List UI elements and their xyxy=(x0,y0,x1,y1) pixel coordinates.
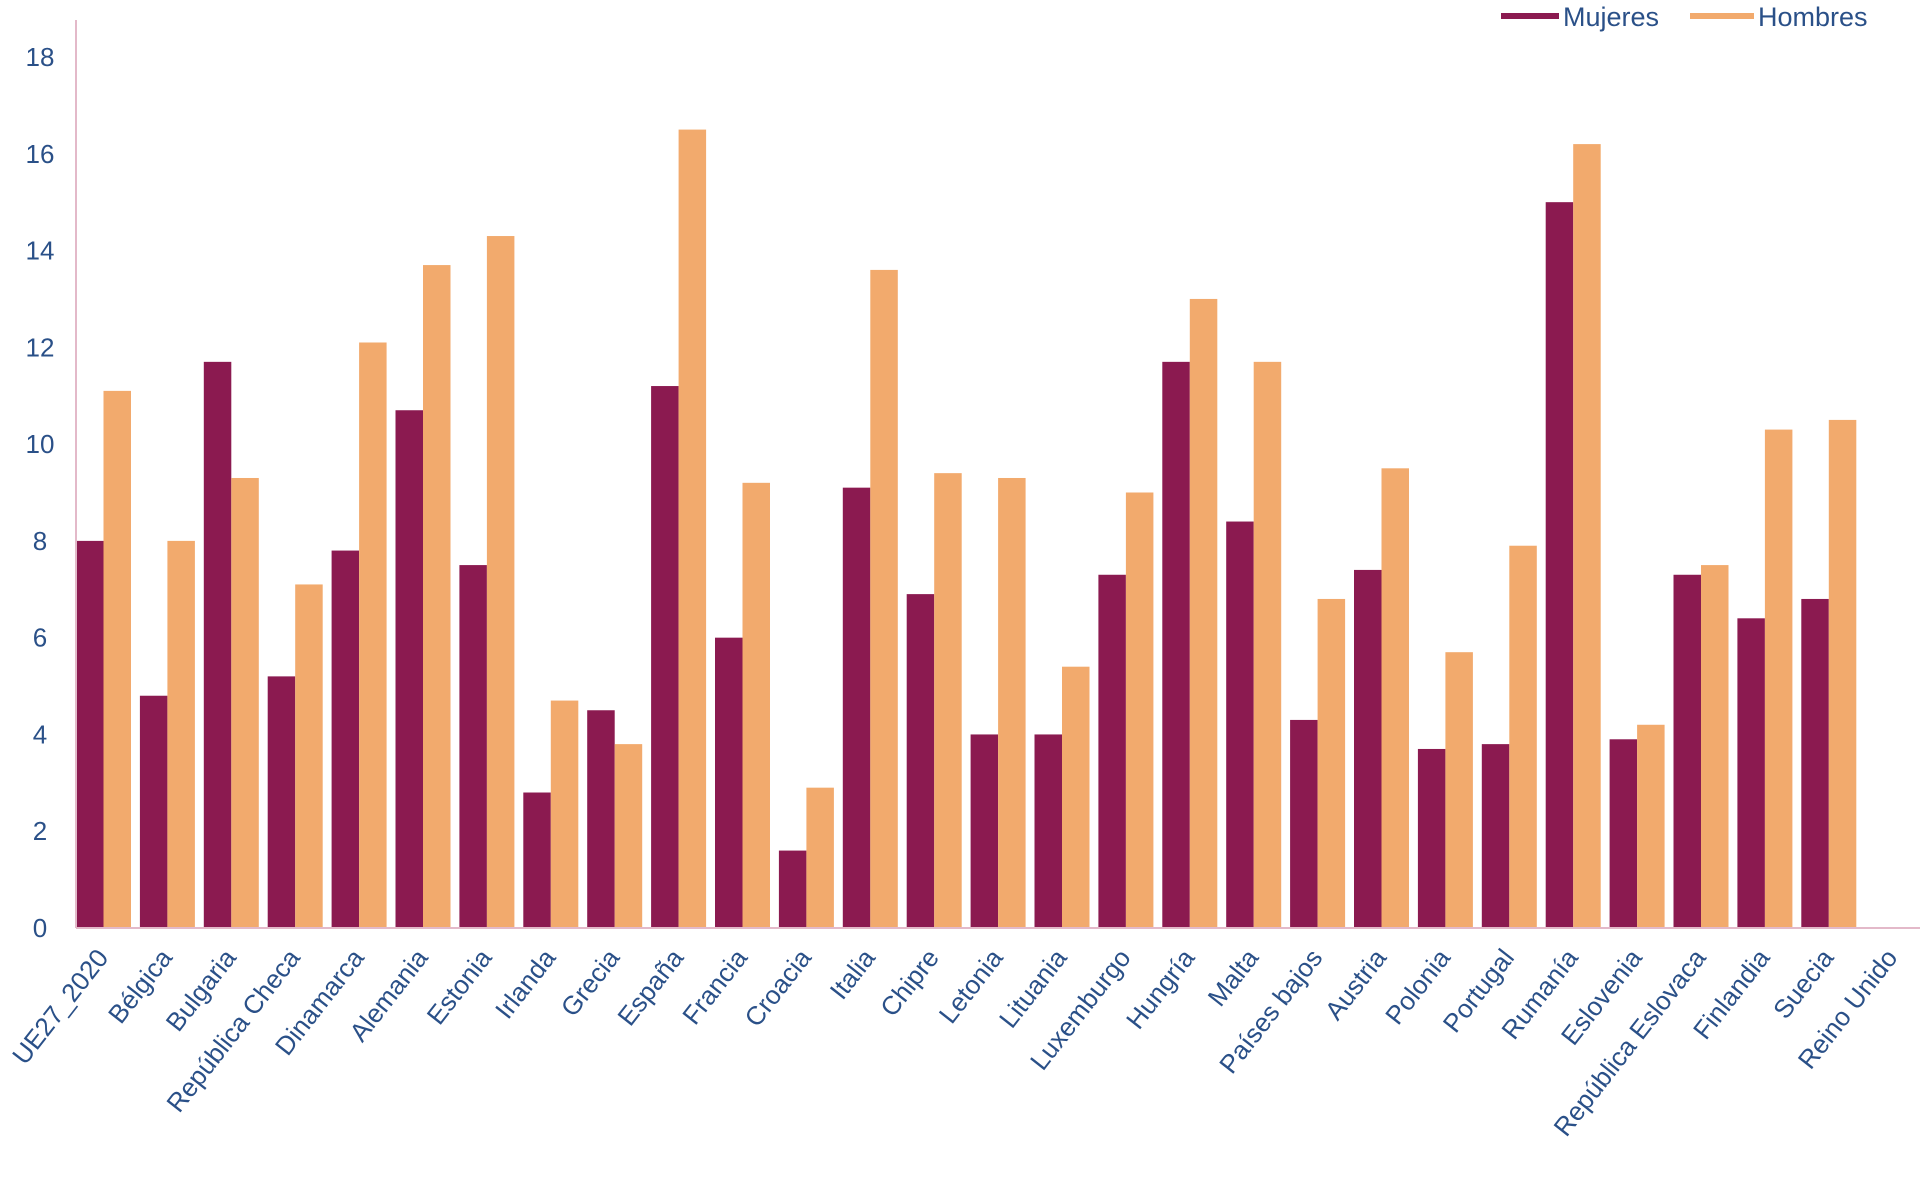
bar-hombres xyxy=(742,482,770,928)
bar-mujeres xyxy=(523,792,551,928)
bar-mujeres xyxy=(778,850,807,928)
bar-hombres xyxy=(998,477,1026,928)
bar-hombres xyxy=(295,584,323,928)
bar-hombres xyxy=(1317,598,1346,928)
bar-hombres xyxy=(550,700,579,928)
y-axis: 0 2 4 6 8 10 12 14 16 18 xyxy=(26,20,77,943)
bar-hombres xyxy=(359,342,387,928)
bar-hombres xyxy=(231,477,259,928)
y-tick-label: 0 xyxy=(33,913,47,943)
bar-hombres xyxy=(1573,144,1601,929)
bar-mujeres xyxy=(1417,748,1446,928)
y-tick-label: 16 xyxy=(26,139,55,169)
bar-hombres xyxy=(870,269,898,928)
bar-mujeres xyxy=(139,695,168,928)
bar-mujeres xyxy=(906,594,935,928)
x-tick-label: Irlanda xyxy=(489,943,562,1025)
bar-mujeres xyxy=(1098,574,1126,928)
bar-hombres xyxy=(167,540,195,928)
bar-hombres xyxy=(1637,724,1665,928)
y-tick-label: 2 xyxy=(33,816,47,846)
bar-hombres xyxy=(1381,468,1409,928)
bar-mujeres xyxy=(203,361,232,929)
bar-hombres xyxy=(1509,545,1537,928)
y-tick-label: 8 xyxy=(33,526,47,556)
x-tick-label: Croacia xyxy=(738,943,817,1032)
bar-mujeres xyxy=(76,540,104,928)
bar-mujeres xyxy=(331,550,360,928)
bar-hombres xyxy=(486,236,515,929)
legend-label-hombres: Hombres xyxy=(1758,2,1868,32)
bar-hombres xyxy=(678,129,707,929)
x-tick-label: España xyxy=(611,943,689,1031)
y-tick-label: 4 xyxy=(33,719,47,749)
bar-mujeres xyxy=(651,386,679,928)
y-tick-label: 6 xyxy=(33,623,47,653)
x-tick-label: Italia xyxy=(824,943,882,1005)
bar-mujeres xyxy=(1034,734,1062,928)
bar-mujeres xyxy=(1354,569,1382,928)
bar-mujeres xyxy=(1226,521,1254,928)
bar-mujeres xyxy=(267,676,296,928)
bar-hombres xyxy=(1445,652,1473,928)
legend-swatch-hombres xyxy=(1690,13,1754,19)
bar-mujeres xyxy=(587,710,615,928)
bar-hombres xyxy=(1062,666,1090,928)
bar-mujeres xyxy=(1609,739,1638,928)
legend: Mujeres Hombres xyxy=(1501,2,1868,32)
bar-hombres xyxy=(614,744,643,928)
bar-mujeres xyxy=(1481,744,1510,928)
x-tick-label: Estonia xyxy=(421,943,498,1030)
bar-hombres xyxy=(1253,361,1282,929)
bar-hombres xyxy=(1828,419,1857,928)
bar-hombres xyxy=(1764,429,1793,928)
bar-mujeres xyxy=(1801,598,1829,928)
bar-hombres xyxy=(423,265,451,928)
bar-hombres xyxy=(934,473,962,928)
bar-mujeres xyxy=(1290,719,1318,928)
bar-mujeres xyxy=(1162,361,1190,929)
bar-mujeres xyxy=(970,734,999,928)
bar-hombres xyxy=(1125,492,1154,928)
y-tick-label: 18 xyxy=(26,42,55,72)
bar-mujeres xyxy=(1737,618,1765,928)
bar-hombres xyxy=(103,390,131,929)
bars-group xyxy=(76,129,1857,929)
x-tick-label: UE27_2020 xyxy=(6,943,114,1070)
bar-hombres xyxy=(806,787,834,928)
y-tick-label: 10 xyxy=(26,429,55,459)
x-tick-label: Hungría xyxy=(1120,943,1201,1035)
bar-mujeres xyxy=(1545,202,1574,928)
y-tick-label: 12 xyxy=(26,332,55,362)
legend-swatch-mujeres xyxy=(1501,13,1559,19)
bar-mujeres xyxy=(459,565,487,928)
bar-mujeres xyxy=(842,487,871,928)
bar-mujeres xyxy=(395,410,423,928)
bar-hombres xyxy=(1701,565,1729,928)
bar-mujeres xyxy=(715,637,743,928)
x-tick-label: Malta xyxy=(1202,943,1265,1012)
legend-label-mujeres: Mujeres xyxy=(1563,2,1659,32)
bar-mujeres xyxy=(1673,574,1701,928)
y-tick-label: 14 xyxy=(26,236,55,266)
bar-hombres xyxy=(1189,298,1218,928)
